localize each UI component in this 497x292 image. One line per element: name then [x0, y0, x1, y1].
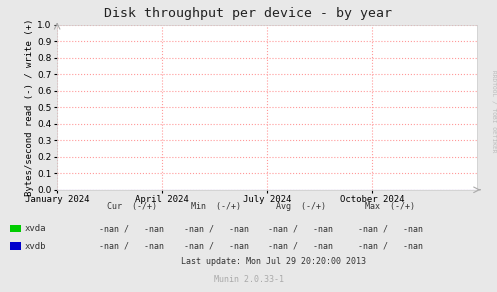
- Y-axis label: Bytes/second read (-) / write (+): Bytes/second read (-) / write (+): [25, 19, 34, 196]
- Text: RRDTOOL / TOBI OETIKER: RRDTOOL / TOBI OETIKER: [491, 70, 496, 152]
- Text: Avg  (-/+): Avg (-/+): [276, 202, 326, 211]
- Text: Min  (-/+): Min (-/+): [191, 202, 241, 211]
- Text: Cur  (-/+): Cur (-/+): [107, 202, 157, 211]
- Text: -nan /   -nan: -nan / -nan: [184, 242, 248, 251]
- Text: -nan /   -nan: -nan / -nan: [99, 224, 164, 233]
- Text: -nan /   -nan: -nan / -nan: [268, 242, 333, 251]
- Text: -nan /   -nan: -nan / -nan: [268, 224, 333, 233]
- Text: -nan /   -nan: -nan / -nan: [358, 224, 422, 233]
- Text: -nan /   -nan: -nan / -nan: [184, 224, 248, 233]
- Text: Last update: Mon Jul 29 20:20:00 2013: Last update: Mon Jul 29 20:20:00 2013: [181, 257, 366, 266]
- Text: xvda: xvda: [25, 224, 46, 233]
- Text: Disk throughput per device - by year: Disk throughput per device - by year: [104, 7, 393, 20]
- Text: Max  (-/+): Max (-/+): [365, 202, 415, 211]
- Text: Munin 2.0.33-1: Munin 2.0.33-1: [214, 275, 283, 284]
- Text: xvdb: xvdb: [25, 242, 46, 251]
- Text: -nan /   -nan: -nan / -nan: [99, 242, 164, 251]
- Text: -nan /   -nan: -nan / -nan: [358, 242, 422, 251]
